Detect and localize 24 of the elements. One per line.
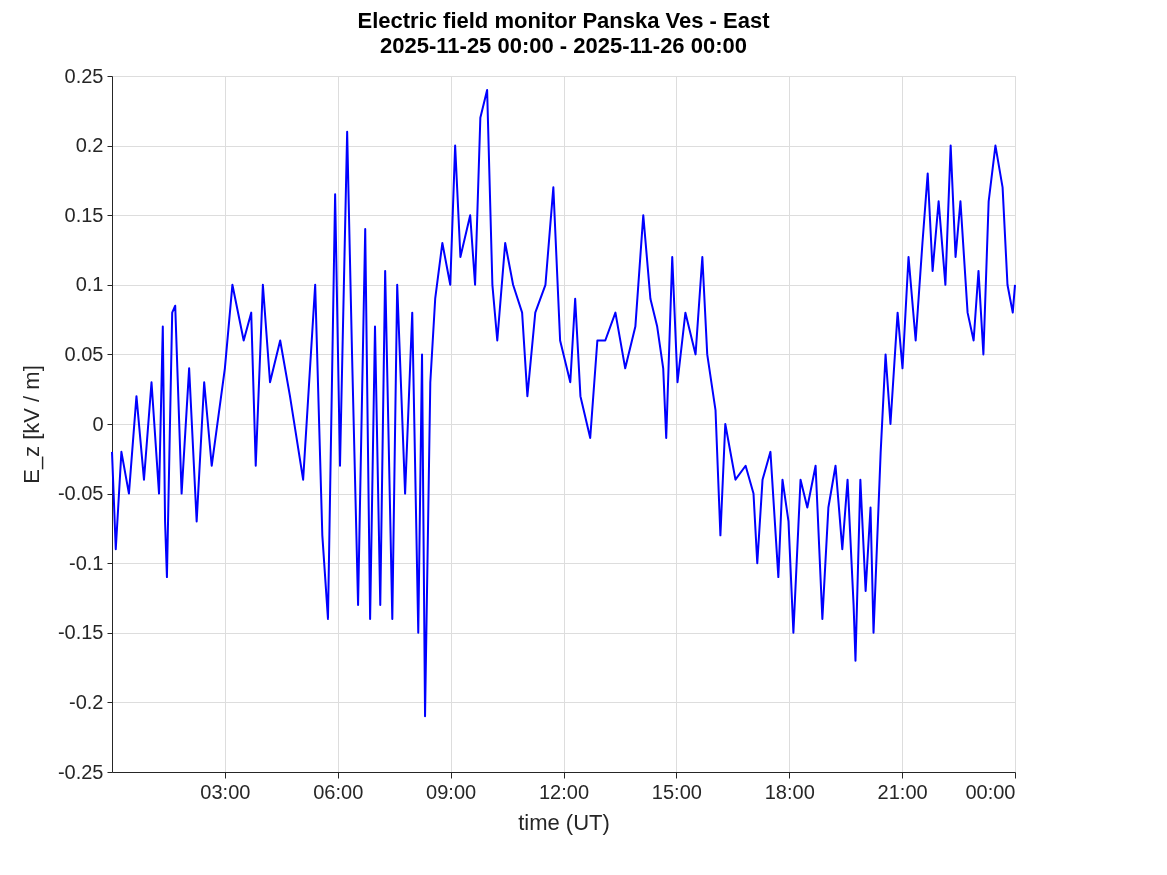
x-tick-label: 09:00: [426, 780, 477, 803]
y-tick-label: 0.05: [64, 342, 104, 365]
chart-title: Electric field monitor Panska Ves - East: [357, 8, 771, 33]
x-tick-label: 06:00: [313, 780, 364, 803]
x-tick-label: 21:00: [877, 780, 928, 803]
chart-subtitle: 2025-11-25 00:00 - 2025-11-26 00:00: [380, 33, 747, 58]
x-tick-label: 18:00: [764, 780, 815, 803]
x-axis-title: time (UT): [518, 809, 610, 835]
y-tick-label: -0.25: [57, 760, 104, 783]
x-tick-label: 00:00: [965, 780, 1016, 803]
y-tick-label: 0.1: [75, 273, 104, 296]
y-tick-label: -0.2: [69, 690, 104, 713]
x-tick-label: 12:00: [538, 780, 590, 803]
y-tick-label: 0: [92, 412, 104, 435]
x-tick-label: 03:00: [200, 780, 251, 803]
y-tick-label: -0.1: [69, 551, 104, 574]
y-axis-title: E_z [kV / m]: [18, 365, 44, 484]
y-tick-label: -0.15: [57, 621, 104, 644]
y-tick-label: 0.25: [64, 64, 104, 87]
y-tick-label: 0.2: [75, 134, 104, 157]
x-tick-label: 15:00: [651, 780, 702, 803]
y-tick-label: 0.15: [64, 203, 104, 226]
line-series: [111, 88, 1016, 718]
y-tick-label: -0.05: [57, 482, 104, 505]
